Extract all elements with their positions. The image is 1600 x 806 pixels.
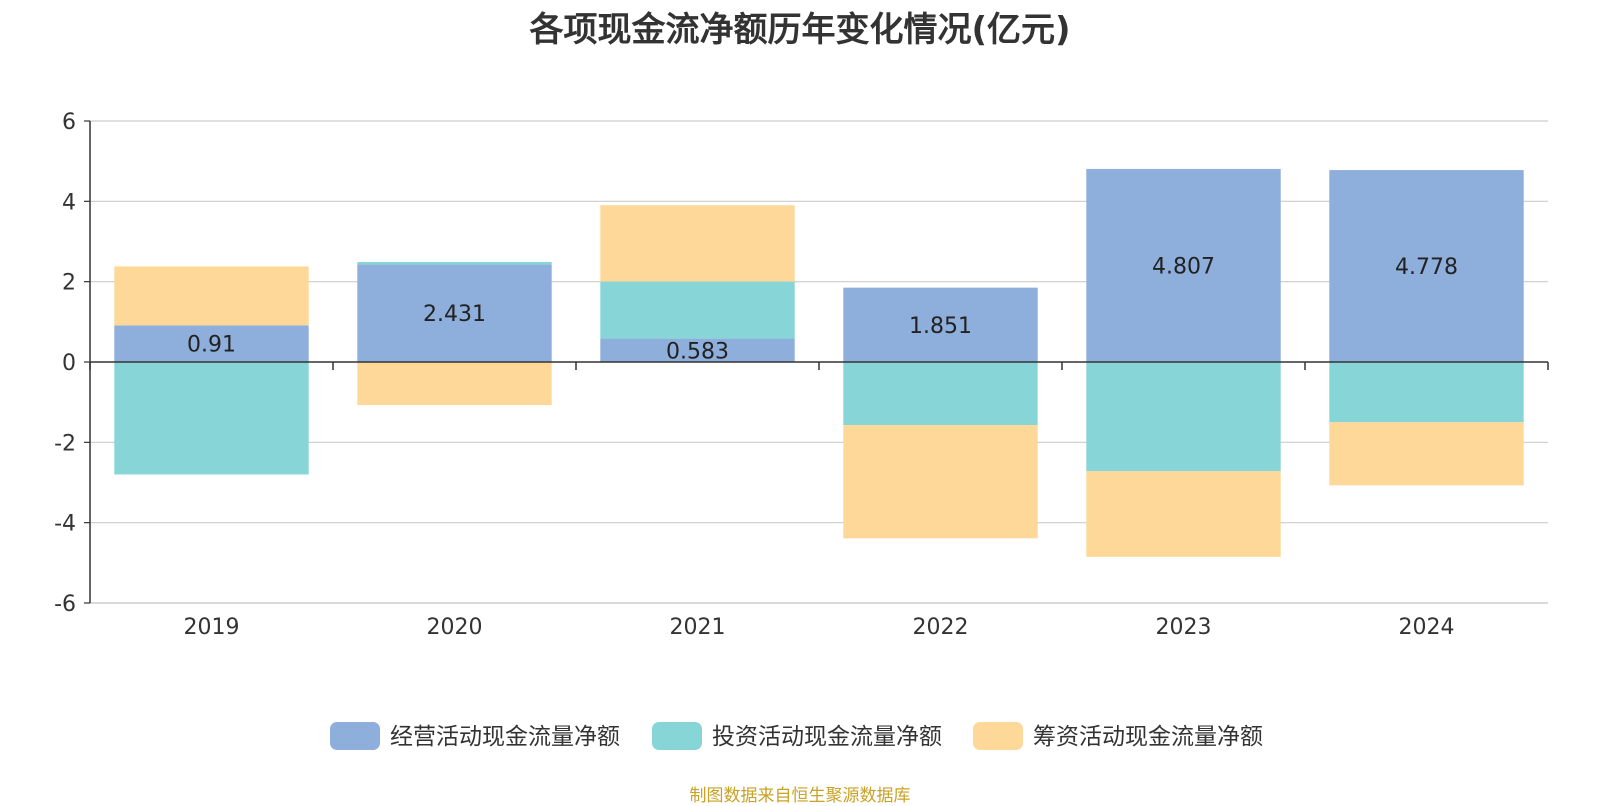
x-tick-label: 2023 (1156, 615, 1212, 640)
data-labels: 0.91 2.431 0.583 1.851 4.807 4.778 (187, 254, 1458, 364)
bar-2022-series-2 (843, 362, 1038, 426)
y-tick-label: -4 (54, 512, 76, 537)
legend-swatch (652, 722, 702, 750)
y-tick-label: 4 (62, 190, 76, 215)
bar-2024-series-2 (1329, 362, 1524, 423)
y-tick-label: 0 (62, 351, 76, 376)
gridlines (90, 120, 1548, 604)
legend-label: 投资活动现金流量净额 (712, 724, 942, 750)
x-tick-label: 2024 (1399, 615, 1455, 640)
bar-2024-series-1 (1329, 170, 1524, 362)
bar-2020-series-1 (357, 264, 552, 362)
bar-2020-series-2 (357, 261, 552, 265)
x-tick-label: 2022 (913, 615, 969, 640)
bars (114, 168, 1524, 557)
bar-2022-series-1 (843, 287, 1038, 362)
legend-label: 经营活动现金流量净额 (390, 724, 620, 750)
data-label: 0.91 (187, 333, 236, 358)
bar-2022-series-3 (843, 425, 1038, 539)
y-tick-label: -2 (54, 431, 76, 456)
x-tick-label: 2021 (670, 615, 726, 640)
data-label: 2.431 (423, 302, 486, 327)
legend: 经营活动现金流量净额 投资活动现金流量净额 筹资活动现金流量净额 (330, 722, 1263, 750)
bar-2023-series-3 (1086, 471, 1281, 557)
data-label: 1.851 (909, 314, 972, 339)
y-tick-label: 2 (62, 271, 76, 296)
bar-2019-series-2 (114, 362, 309, 475)
data-label: 0.583 (666, 339, 729, 364)
bar-2023-series-1 (1086, 168, 1281, 362)
bar-2023-series-2 (1086, 362, 1281, 472)
chart-title: 各项现金流净额历年变化情况(亿元) (529, 10, 1071, 50)
data-label: 4.778 (1395, 255, 1458, 280)
legend-swatch (330, 722, 380, 750)
data-label: 4.807 (1152, 254, 1215, 279)
legend-swatch (973, 722, 1023, 750)
bar-2019-series-1 (114, 325, 309, 362)
y-tick-label: 6 (62, 110, 76, 135)
bar-2020-series-3 (357, 362, 552, 405)
source-note: 制图数据来自恒生聚源数据库 (689, 786, 911, 806)
bar-2024-series-3 (1329, 422, 1524, 486)
bar-2021-series-3 (600, 205, 795, 282)
axes: 6 4 2 0 -2 -4 -6 2019 2020 2021 2022 2023 2024 (54, 110, 1549, 640)
bar-2019-series-3 (114, 266, 309, 326)
y-tick-label: -6 (54, 592, 76, 617)
x-tick-label: 2020 (427, 615, 483, 640)
x-tick-label: 2019 (184, 615, 240, 640)
legend-label: 筹资活动现金流量净额 (1033, 724, 1263, 750)
bar-2021-series-2 (600, 281, 795, 339)
bar-2021-series-1 (600, 338, 795, 362)
